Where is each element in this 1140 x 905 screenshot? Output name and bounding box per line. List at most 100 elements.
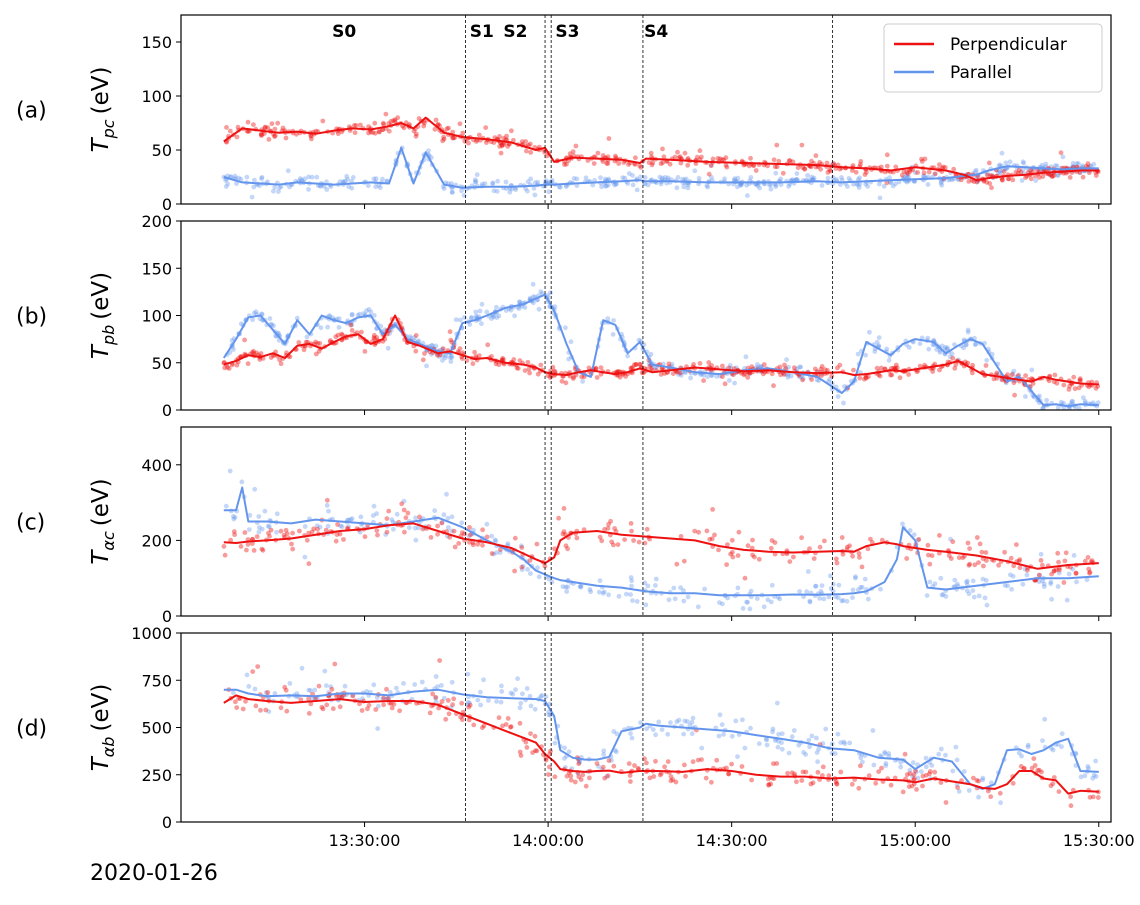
scatter-point — [938, 180, 944, 186]
scatter-point — [687, 722, 693, 728]
scatter-point — [681, 588, 686, 593]
scatter-point — [1037, 175, 1042, 180]
scatter-point — [794, 779, 799, 785]
scatter-point — [742, 575, 748, 581]
scatter-point — [225, 181, 231, 187]
scatter-point — [835, 394, 841, 399]
scatter-point — [600, 159, 606, 165]
scatter-point — [637, 362, 643, 368]
scatter-point — [245, 129, 251, 135]
scatter-point — [349, 185, 355, 191]
scatter-point — [774, 761, 780, 766]
scatter-parallel — [224, 281, 1101, 410]
scatter-point — [907, 169, 913, 174]
scatter-point — [228, 537, 234, 543]
scatter-point — [748, 175, 754, 180]
scatter-point — [255, 664, 261, 669]
scatter-point — [494, 304, 499, 310]
scatter-point — [320, 118, 326, 124]
scatter-point — [1049, 596, 1054, 602]
scatter-point — [1061, 382, 1067, 388]
scatter-point — [601, 752, 607, 757]
scatter-point — [758, 363, 764, 369]
scatter-point — [439, 346, 445, 352]
scatter-point — [362, 349, 368, 354]
scatter-point — [819, 183, 825, 188]
scatter-point — [910, 773, 915, 779]
scatter-point — [842, 384, 847, 389]
scatter-point — [841, 739, 847, 745]
y-tick-label: 0 — [162, 401, 172, 420]
scatter-point — [266, 137, 272, 142]
scatter-point — [562, 745, 567, 751]
scatter-point — [605, 525, 611, 531]
scatter-point — [1023, 394, 1028, 399]
scatter-point — [514, 365, 520, 371]
scatter-point — [538, 289, 544, 295]
scatter-point — [634, 599, 640, 604]
scatter-point — [578, 777, 584, 782]
scatter-point — [659, 366, 665, 371]
scatter-point — [500, 723, 505, 729]
scatter-point — [727, 363, 733, 368]
scatter-point — [838, 769, 844, 775]
scatter-point — [926, 552, 931, 558]
scatter-point — [652, 622, 657, 627]
scatter-point — [473, 139, 479, 144]
scatter-point — [534, 541, 540, 547]
scatter-point — [1063, 550, 1069, 556]
scatter-point — [459, 700, 465, 706]
scatter-point — [552, 774, 558, 780]
scatter-point — [1095, 795, 1101, 800]
scatter-point — [223, 503, 229, 509]
scatter-point — [828, 573, 833, 579]
scatter-point — [560, 531, 566, 537]
scatter-point — [422, 351, 427, 356]
scatter-point — [606, 176, 611, 182]
scatter-point — [628, 575, 634, 580]
scatter-point — [480, 725, 485, 731]
scatter-point — [766, 782, 771, 788]
scatter-point — [1039, 162, 1045, 168]
plot-area — [221, 468, 1099, 627]
scatter-point — [907, 767, 913, 773]
scatter-point — [784, 357, 789, 362]
scatter-point — [914, 787, 919, 792]
scatter-point — [834, 560, 840, 566]
scatter-point — [523, 139, 528, 144]
scatter-point — [828, 168, 833, 174]
scatter-point — [401, 125, 407, 131]
scatter-point — [549, 579, 555, 585]
scatter-point — [629, 365, 634, 371]
scatter-point — [333, 538, 339, 544]
scatter-point — [800, 377, 805, 383]
scatter-point — [578, 584, 584, 590]
scatter-point — [809, 158, 814, 164]
scatter-point — [299, 665, 305, 671]
scatter-point — [381, 122, 387, 127]
scatter-point — [741, 372, 747, 378]
scatter-point — [362, 534, 368, 540]
scatter-point — [799, 778, 805, 783]
scatter-point — [632, 362, 637, 367]
scatter-point — [348, 322, 354, 328]
scatter-point — [449, 190, 455, 195]
scatter-point — [1058, 399, 1064, 405]
scatter-point — [239, 479, 245, 485]
scatter-point — [274, 529, 279, 535]
scatter-point — [411, 128, 417, 134]
scatter-point — [449, 339, 455, 345]
scatter-point — [681, 184, 687, 190]
scatter-point — [1013, 169, 1019, 175]
scatter-point — [876, 372, 882, 378]
scatter-point — [715, 156, 721, 161]
scatter-point — [1054, 380, 1060, 386]
scatter-point — [927, 579, 933, 585]
scatter-point — [459, 530, 465, 535]
scatter-point — [1048, 579, 1054, 585]
scatter-point — [685, 182, 691, 188]
scatter-point — [372, 336, 377, 342]
scatter-point — [676, 372, 681, 377]
scatter-point — [1025, 744, 1031, 750]
scatter-point — [606, 136, 612, 141]
